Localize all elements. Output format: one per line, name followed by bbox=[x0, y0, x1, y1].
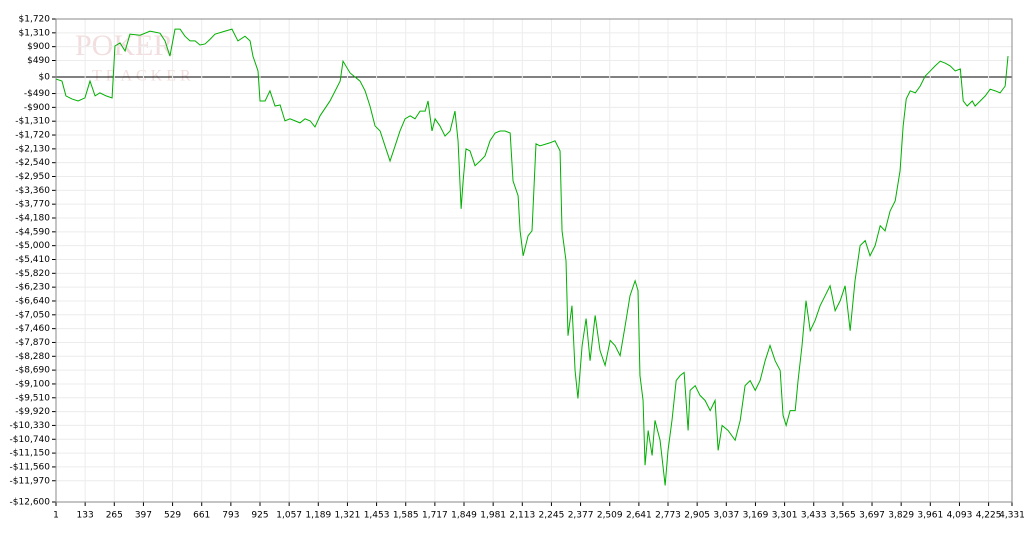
y-tick-label: -$10,330 bbox=[10, 421, 51, 431]
x-tick-label: 1,717 bbox=[422, 511, 448, 521]
x-tick-label: 2,773 bbox=[655, 511, 681, 521]
y-tick-label: -$7,050 bbox=[15, 310, 50, 320]
x-tick-label: 397 bbox=[135, 511, 152, 521]
y-tick-label: -$11,150 bbox=[10, 449, 51, 459]
y-tick-label: -$4,180 bbox=[15, 214, 50, 224]
y-tick-label: -$3,360 bbox=[15, 186, 50, 196]
y-tick-label: -$12,600 bbox=[10, 498, 51, 508]
x-tick-label: 2,641 bbox=[626, 511, 652, 521]
x-tick-label: 4,093 bbox=[947, 511, 973, 521]
y-tick-label: $900 bbox=[27, 42, 50, 52]
x-tick-label: 529 bbox=[164, 511, 181, 521]
x-tick-label: 2,113 bbox=[509, 511, 535, 521]
x-tick-label: 1,453 bbox=[364, 511, 390, 521]
y-tick-label: -$9,510 bbox=[15, 393, 50, 403]
x-tick-label: 3,961 bbox=[917, 511, 943, 521]
y-tick-label: $490 bbox=[27, 56, 50, 66]
x-tick-label: 3,829 bbox=[888, 511, 914, 521]
y-tick-label: -$900 bbox=[24, 103, 50, 113]
y-tick-label: -$6,230 bbox=[15, 283, 50, 293]
y-tick-label: -$11,560 bbox=[10, 462, 51, 472]
y-tick-label: -$6,640 bbox=[15, 296, 50, 306]
x-tick-label: 2,905 bbox=[684, 511, 710, 521]
y-tick-label: -$2,540 bbox=[15, 158, 50, 168]
x-tick-label: 2,509 bbox=[597, 511, 623, 521]
x-tick-label: 3,169 bbox=[743, 511, 769, 521]
y-tick-label: -$3,770 bbox=[15, 200, 50, 210]
y-tick-label: -$1,310 bbox=[15, 117, 50, 127]
y-tick-label: -$1,720 bbox=[15, 131, 50, 141]
y-tick-label: -$490 bbox=[24, 89, 50, 99]
y-tick-label: -$2,130 bbox=[15, 144, 50, 154]
x-tick-label: 1,321 bbox=[335, 511, 361, 521]
watermark-sub: TRACKER bbox=[92, 68, 195, 85]
y-tick-label: -$2,950 bbox=[15, 172, 50, 182]
y-tick-label: $1,720 bbox=[19, 15, 51, 25]
y-tick-label: -$4,590 bbox=[15, 227, 50, 237]
plot-border bbox=[55, 18, 1013, 503]
x-tick-label: 3,037 bbox=[713, 511, 739, 521]
x-tick-label: 1 bbox=[53, 511, 59, 521]
y-tick-label: -$11,970 bbox=[10, 476, 51, 486]
y-tick-label: -$5,000 bbox=[15, 241, 50, 251]
x-tick-label: 3,697 bbox=[859, 511, 885, 521]
x-tick-label: 133 bbox=[77, 511, 94, 521]
y-tick-label: -$9,100 bbox=[15, 379, 50, 389]
y-tick-label: -$9,920 bbox=[15, 407, 50, 417]
y-tick-label: $1,310 bbox=[19, 28, 51, 38]
x-tick-label: 925 bbox=[251, 511, 268, 521]
x-tick-label: 265 bbox=[106, 511, 123, 521]
x-tick-label: 793 bbox=[222, 511, 239, 521]
y-tick-label: -$10,740 bbox=[10, 435, 51, 445]
y-tick-label: -$8,280 bbox=[15, 352, 50, 362]
y-tick-label: -$8,690 bbox=[15, 366, 50, 376]
x-tick-label: 2,245 bbox=[539, 511, 565, 521]
x-tick-label: 3,301 bbox=[772, 511, 798, 521]
x-tick-label: 661 bbox=[193, 511, 210, 521]
y-tick-label: -$7,460 bbox=[15, 324, 50, 334]
x-tick-label: 1,981 bbox=[480, 511, 506, 521]
x-tick-label: 3,565 bbox=[830, 511, 856, 521]
x-tick-label: 2,377 bbox=[568, 511, 594, 521]
y-tick-label: -$5,410 bbox=[15, 255, 50, 265]
y-tick-label: -$5,820 bbox=[15, 269, 50, 279]
y-tick-label: $0 bbox=[39, 73, 51, 83]
x-tick-label: 4,331 bbox=[999, 511, 1024, 521]
x-tick-label: 1,057 bbox=[276, 511, 302, 521]
x-tick-label: 1,189 bbox=[305, 511, 331, 521]
x-tick-label: 1,849 bbox=[451, 511, 477, 521]
x-tick-label: 4,225 bbox=[976, 511, 1002, 521]
data-line bbox=[55, 28, 1009, 486]
watermark: POKER bbox=[75, 29, 173, 62]
x-tick-label: 3,433 bbox=[801, 511, 827, 521]
y-tick-label: -$7,870 bbox=[15, 338, 50, 348]
x-tick-label: 1,585 bbox=[393, 511, 419, 521]
